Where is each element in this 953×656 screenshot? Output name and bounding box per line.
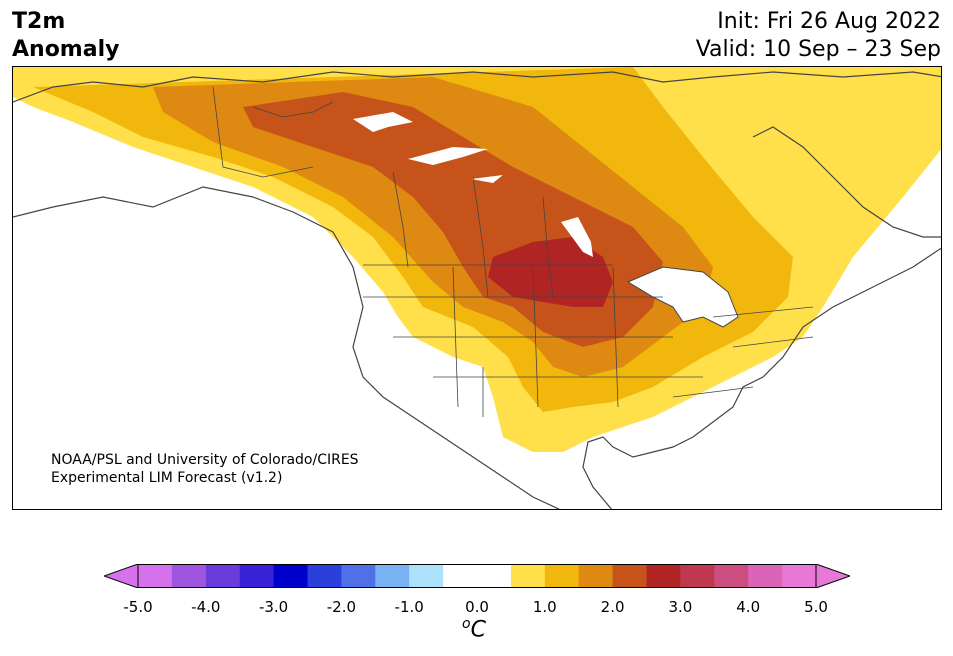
unit-superscript: o — [462, 616, 471, 632]
colorbar-segment — [748, 564, 783, 588]
colorbar-segment — [612, 564, 647, 588]
colorbar — [104, 564, 850, 588]
colorbar-segment — [171, 564, 207, 588]
great-lakes — [626, 266, 739, 328]
colorbar-segment — [409, 564, 444, 588]
colorbar-segment — [510, 564, 546, 588]
unit-base: C — [470, 617, 486, 643]
colorbar-tick-label: -4.0 — [191, 598, 221, 616]
colorbar-tick-label: 1.0 — [532, 598, 557, 616]
political-borders — [212, 86, 814, 417]
colorbar-segment — [273, 564, 308, 588]
colorbar-segment — [205, 564, 241, 588]
credit-text: NOAA/PSL and University of Colorado/CIRE… — [51, 451, 359, 487]
credit-line-1: NOAA/PSL and University of Colorado/CIRE… — [51, 452, 359, 468]
colorbar-segment — [375, 564, 410, 588]
colorbar-segment — [138, 564, 173, 588]
colorbar-segment — [239, 564, 275, 588]
lake-winnipeg — [561, 217, 593, 257]
colorbar-tick-label: 4.0 — [736, 598, 761, 616]
forecast-dates: Init: Fri 26 Aug 2022 Valid: 10 Sep – 23… — [696, 8, 941, 64]
colorbar-segment — [578, 564, 614, 588]
colorbar-tick-label: -3.0 — [258, 598, 289, 616]
colorbar-tick-label: -1.0 — [394, 598, 424, 616]
colorbar-max-extend — [815, 564, 850, 588]
init-date: Init: Fri 26 Aug 2022 — [717, 9, 941, 34]
anomaly-zone-red — [488, 237, 613, 307]
colorbar-segment — [714, 564, 749, 588]
colorbar-tick-label: 2.0 — [600, 598, 625, 616]
colorbar-segment — [646, 564, 681, 588]
colorbar-segment — [680, 564, 715, 588]
great-bear-lake — [353, 112, 413, 132]
colorbar-segment — [544, 564, 580, 588]
colorbar-tick-label: -2.0 — [326, 598, 357, 616]
anomaly-map: NOAA/PSL and University of Colorado/CIRE… — [12, 66, 942, 510]
valid-dates: Valid: 10 Sep – 23 Sep — [695, 37, 941, 62]
colorbar-tick-label: 0.0 — [465, 598, 489, 616]
colorbar-tick-label: 5.0 — [804, 598, 828, 616]
colorbar-tick-label: -5.0 — [123, 598, 153, 616]
colorbar-segment — [782, 564, 817, 588]
colorbar-segment — [443, 564, 478, 588]
lake-athabasca — [471, 175, 503, 183]
map-title: T2m Anomaly — [12, 8, 119, 64]
colorbar-outline — [137, 564, 817, 588]
colorbar-min-extend — [104, 564, 139, 588]
colorbar-segment — [341, 564, 376, 588]
colorbar-segment — [477, 564, 512, 588]
title-line-1: T2m — [12, 9, 66, 34]
title-line-2: Anomaly — [12, 37, 120, 62]
colorbar-segment — [307, 564, 342, 588]
credit-line-2: Experimental LIM Forecast (v1.2) — [51, 470, 283, 486]
colorbar-tick-label: 3.0 — [668, 598, 693, 616]
map-canvas — [13, 67, 941, 509]
great-slave-lake — [408, 147, 488, 165]
coastlines — [13, 71, 941, 509]
colorbar-unit: oC — [462, 616, 486, 642]
